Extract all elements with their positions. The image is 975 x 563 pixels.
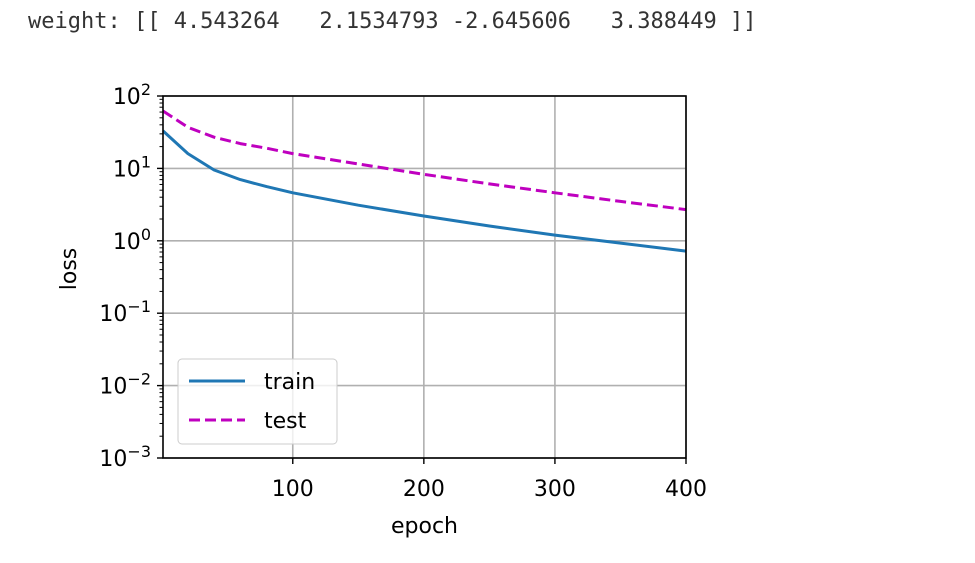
y-tick-label: 100 bbox=[113, 225, 151, 255]
x-axis-label: epoch bbox=[391, 514, 458, 539]
series-line-train bbox=[161, 129, 687, 253]
y-tick-label: 102 bbox=[113, 80, 151, 110]
y-axis-label: loss bbox=[57, 248, 82, 291]
y-tick-label: 10−1 bbox=[99, 297, 151, 327]
series-lines bbox=[161, 109, 687, 253]
x-axis-ticks: 100 200 300 400 bbox=[272, 458, 707, 502]
x-tick-label: 400 bbox=[665, 477, 707, 502]
legend: train test bbox=[177, 358, 338, 445]
x-tick-label: 100 bbox=[272, 477, 314, 502]
x-tick-label: 300 bbox=[534, 477, 576, 502]
x-tick-label: 200 bbox=[403, 477, 445, 502]
y-tick-label: 101 bbox=[113, 152, 151, 182]
y-axis-ticks: 10−3 10−2 10−1 100 101 102 bbox=[99, 80, 163, 472]
y-tick-label: 10−2 bbox=[99, 370, 151, 400]
y-tick-label: 10−3 bbox=[99, 442, 151, 472]
legend-label-test: test bbox=[264, 409, 307, 434]
legend-label-train: train bbox=[264, 370, 315, 395]
series-line-test bbox=[162, 109, 687, 212]
weight-output-text: weight: [[ 4.543264 2.1534793 -2.645606 … bbox=[28, 9, 757, 34]
